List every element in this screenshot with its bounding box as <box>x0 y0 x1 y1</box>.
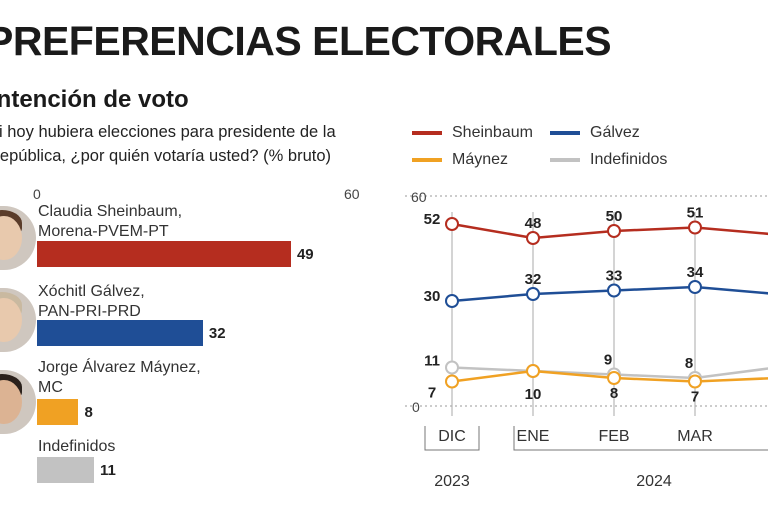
point-galvez-mar <box>688 280 702 294</box>
data-label-maynez-feb: 8 <box>610 385 618 402</box>
year-label-2024: 2024 <box>636 473 672 490</box>
legend-galvez: Gálvez <box>550 124 640 142</box>
legend-swatch-maynez <box>412 158 442 162</box>
bar-sheinbaum <box>37 241 291 267</box>
bar-label-sheinbaum: Claudia Sheinbaum, Morena-PVEM-PT <box>38 203 183 240</box>
year-bracket-2024 <box>513 426 768 451</box>
legend-maynez: Máynez <box>412 151 508 169</box>
legend-swatch-galvez <box>550 131 580 135</box>
point-galvez-ene <box>526 287 540 301</box>
data-label-galvez-ene: 32 <box>525 271 542 288</box>
x-label-dic: DIC <box>438 428 466 445</box>
bar-value-sheinbaum: 49 <box>296 246 314 263</box>
y-tick-0: 0 <box>412 399 420 415</box>
x-label-mar: MAR <box>677 428 713 445</box>
survey-question: Si hoy hubiera elecciones para president… <box>0 123 336 165</box>
data-label-sheinbaum-ene: 48 <box>525 215 542 232</box>
point-maynez-mar <box>688 374 702 389</box>
point-sheinbaum-dic <box>445 217 459 231</box>
bar-value-indefinidos: 11 <box>100 462 116 479</box>
data-label-maynez-dic: 7 <box>428 385 436 402</box>
data-label-indefinidos-feb: 9 <box>604 352 612 369</box>
point-maynez-dic <box>445 374 459 389</box>
data-label-galvez-dic: 30 <box>424 288 441 305</box>
data-label-indefinidos-mar: 8 <box>685 355 693 372</box>
x-label-feb: FEB <box>598 428 629 445</box>
data-label-maynez-mar: 7 <box>691 389 699 406</box>
data-label-maynez-ene: 10 <box>525 386 542 403</box>
bar-axis-min: 0 <box>33 186 41 202</box>
bar-maynez <box>37 399 79 425</box>
point-indefinidos-dic <box>445 360 459 375</box>
point-sheinbaum-feb <box>607 224 621 238</box>
data-label-sheinbaum-dic: 52 <box>424 211 441 228</box>
point-sheinbaum-mar <box>688 220 702 235</box>
bar-value-galvez: 32 <box>208 325 226 342</box>
bar-axis-max: 60 <box>344 186 360 202</box>
year-bracket-2023 <box>424 426 480 451</box>
data-label-sheinbaum-mar: 51 <box>687 205 704 222</box>
bar-galvez <box>37 320 203 346</box>
chart-subtitle: Intención de voto <box>0 86 189 113</box>
point-sheinbaum-ene <box>526 231 540 245</box>
year-label-2023: 2023 <box>434 473 470 490</box>
data-label-sheinbaum-feb: 50 <box>606 208 623 225</box>
bar-label-indefinidos: Indefinidos <box>38 438 116 455</box>
legend-swatch-indefinidos <box>550 158 580 162</box>
x-label-ene: ENE <box>517 428 550 445</box>
legend-indefinidos: Indefinidos <box>550 151 667 169</box>
legend-sheinbaum: Sheinbaum <box>412 124 533 142</box>
page-title: PREFERENCIAS ELECTORALES <box>0 18 612 64</box>
point-galvez-feb <box>607 283 621 298</box>
data-label-indefinidos-dic: 11 <box>424 353 440 370</box>
y-tick-60: 60 <box>411 189 427 205</box>
point-maynez-ene <box>526 364 540 378</box>
bar-value-maynez: 8 <box>84 404 93 421</box>
point-galvez-dic <box>445 294 459 308</box>
bar-indefinidos <box>37 457 95 483</box>
data-label-galvez-mar: 34 <box>687 264 704 281</box>
bar-label-maynez: Jorge Álvarez Máynez, MC <box>38 359 201 396</box>
data-label-galvez-feb: 33 <box>606 268 623 285</box>
point-maynez-feb <box>607 371 621 385</box>
bar-label-galvez: Xóchitl Gálvez, PAN-PRI-PRD <box>38 283 145 320</box>
legend-swatch-sheinbaum <box>412 131 442 135</box>
